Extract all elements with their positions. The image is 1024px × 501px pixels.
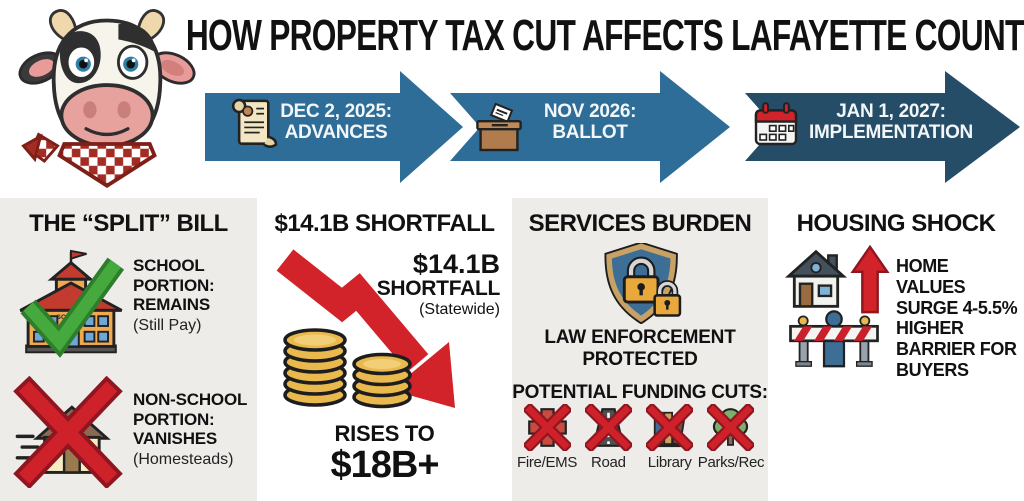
up-arrow-icon — [850, 244, 890, 314]
school-check-icon: SCHOOL — [19, 249, 125, 358]
funding-cut-label: Road — [590, 454, 626, 471]
shield-lock-icon — [604, 243, 682, 324]
timeline-step-1-label: ADVANCES — [284, 122, 388, 144]
scroll-icon — [231, 98, 278, 148]
shortfall-down-arrow-coins-icon — [276, 249, 455, 409]
section-title-split-bill: THE “SPLIT” BILL — [29, 210, 228, 237]
funding-cut-label: Library — [647, 454, 692, 471]
page-title-text: HOW PROPERTY TAX CUT AFFECTS LAFAYETTE C… — [185, 11, 1024, 60]
timeline-step-1-date: DEC 2, 2025: — [280, 101, 392, 122]
school-portion-heading: SCHOOL PORTION: REMAINS — [133, 256, 215, 315]
calendar-icon — [754, 102, 798, 146]
timeline-step-3-date: JAN 1, 2027: — [836, 101, 946, 122]
timeline-arrows — [205, 71, 1020, 183]
house-icon — [784, 249, 848, 308]
shortfall-amount: $14.1B — [412, 249, 500, 279]
funding-cut-library: Library — [641, 404, 699, 471]
nonschool-portion-heading: NON-SCHOOL PORTION: VANISHES — [133, 390, 247, 449]
section-title-housing: HOUSING SHOCK — [796, 210, 996, 237]
ballot-box-icon — [476, 102, 522, 152]
funding-cut-road: Road — [579, 404, 637, 471]
section-title-shortfall: $14.1B SHORTFALL — [274, 210, 495, 237]
section-title-services: SERVICES BURDEN — [528, 210, 752, 237]
coin-stack-right — [352, 352, 412, 409]
house-x-icon — [13, 376, 123, 488]
timeline-step-3: JAN 1, 2027: IMPLEMENTATION — [800, 101, 982, 144]
shortfall-callout: $14.1B SHORTFALL (Statewide) — [370, 249, 501, 319]
funding-cut-label: Parks/Rec — [697, 454, 765, 471]
home-values-heading: HOME VALUES SURGE 4-5.5% — [896, 256, 1018, 319]
library-icon — [646, 404, 694, 451]
funding-cuts-heading: POTENTIAL FUNDING CUTS: — [512, 382, 768, 403]
timeline-arrow-1 — [205, 71, 463, 183]
funding-cuts-row: Fire/EMS Road Library — [516, 404, 765, 471]
funding-cut-fire-ems: Fire/EMS — [516, 404, 578, 471]
higher-barrier-heading: HIGHER BARRIER FOR BUYERS — [896, 318, 1017, 381]
timeline-step-2-date: NOV 2026: — [543, 101, 637, 122]
road-icon — [584, 404, 632, 451]
funding-cut-parks-rec: Parks/Rec — [698, 404, 765, 471]
funding-cut-label: Fire/EMS — [516, 454, 578, 471]
timeline-step-1: DEC 2, 2025: ADVANCES — [272, 101, 400, 144]
cow-mascot-icon — [18, 9, 196, 189]
nonschool-portion-note: (Homesteads) — [133, 451, 234, 469]
fire-ems-icon — [523, 404, 571, 451]
split-bill-item-nonschool: NON-SCHOOL PORTION: VANISHES (Homesteads… — [133, 390, 255, 469]
timeline-step-2: NOV 2026: BALLOT — [535, 101, 645, 144]
rises-to-label: RISES TO — [334, 421, 435, 446]
timeline-step-2-label: BALLOT — [552, 122, 628, 144]
rises-to-amount: $18B+ — [330, 444, 439, 486]
split-bill-item-school: SCHOOL PORTION: REMAINS (Still Pay) — [133, 256, 251, 335]
coin-stack-left — [283, 328, 347, 407]
school-portion-note: (Still Pay) — [133, 317, 202, 335]
timeline-arrow-2 — [450, 71, 730, 183]
barrier-icon — [789, 310, 879, 368]
parks-rec-icon — [707, 404, 755, 451]
shortfall-label: SHORTFALL — [376, 277, 501, 301]
page-title: HOW PROPERTY TAX CUT AFFECTS LAFAYETTE C… — [185, 11, 1024, 60]
shortfall-scope: (Statewide) — [419, 301, 500, 319]
timeline-step-3-label: IMPLEMENTATION — [809, 122, 973, 144]
law-enforcement-label: LAW ENFORCEMENT PROTECTED — [544, 327, 736, 371]
timeline-arrow-3 — [745, 71, 1020, 183]
